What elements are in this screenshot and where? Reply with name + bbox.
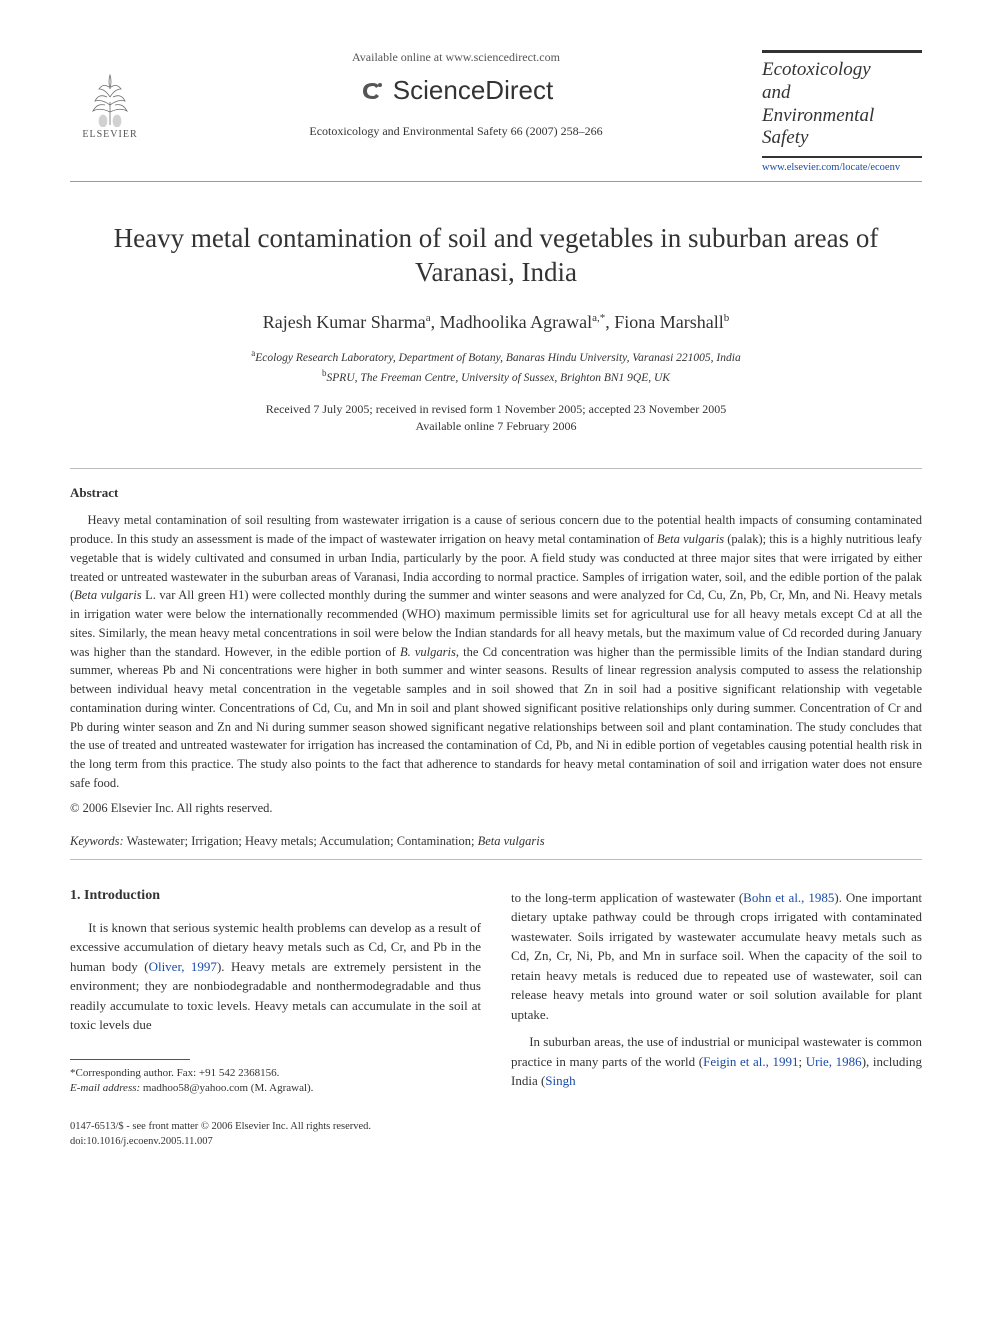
sciencedirect-text: ScienceDirect bbox=[393, 75, 553, 106]
journal-link[interactable]: www.elsevier.com/locate/ecoenv bbox=[762, 162, 922, 173]
intro-col2-p2: In suburban areas, the use of industrial… bbox=[511, 1032, 922, 1091]
email-value: madhoo58@yahoo.com (M. Agrawal). bbox=[143, 1082, 314, 1094]
abstract-body: Heavy metal contamination of soil result… bbox=[70, 511, 922, 792]
right-column: to the long-term application of wastewat… bbox=[511, 888, 922, 1097]
left-column: 1. Introduction It is known that serious… bbox=[70, 888, 481, 1097]
intro-col1-p1: It is known that serious systemic health… bbox=[70, 918, 481, 1035]
email-footnote: E-mail address: madhoo58@yahoo.com (M. A… bbox=[70, 1081, 481, 1096]
intro-col2-p1: to the long-term application of wastewat… bbox=[511, 888, 922, 1025]
affiliation-a: Ecology Research Laboratory, Department … bbox=[255, 352, 740, 364]
journal-name-line1: Ecotoxicology bbox=[762, 59, 871, 80]
center-header: Available online at www.sciencedirect.co… bbox=[150, 50, 762, 139]
journal-name-line4: Safety bbox=[762, 127, 808, 148]
elsevier-tree-icon bbox=[75, 67, 145, 127]
abstract-copyright: © 2006 Elsevier Inc. All rights reserved… bbox=[70, 801, 922, 816]
keywords-label: Keywords: bbox=[70, 834, 124, 848]
journal-name-line2: and bbox=[762, 82, 791, 103]
article-dates: Received 7 July 2005; received in revise… bbox=[70, 401, 922, 435]
corresponding-author-footnote: *Corresponding author. Fax: +91 542 2368… bbox=[70, 1066, 481, 1081]
elsevier-logo: ELSEVIER bbox=[70, 50, 150, 140]
keywords-bottom-rule bbox=[70, 859, 922, 860]
footer-line1: 0147-6513/$ - see front matter © 2006 El… bbox=[70, 1121, 371, 1132]
dates-line1: Received 7 July 2005; received in revise… bbox=[266, 402, 727, 416]
footnote-rule bbox=[70, 1059, 190, 1060]
journal-name: Ecotoxicology and Environmental Safety bbox=[762, 59, 922, 150]
keywords-text: Wastewater; Irrigation; Heavy metals; Ac… bbox=[127, 834, 545, 848]
keywords: Keywords: Wastewater; Irrigation; Heavy … bbox=[70, 834, 922, 849]
sciencedirect-icon bbox=[359, 77, 387, 105]
dates-line2: Available online 7 February 2006 bbox=[415, 419, 576, 433]
page-footer: 0147-6513/$ - see front matter © 2006 El… bbox=[70, 1120, 922, 1149]
affiliations: aEcology Research Laboratory, Department… bbox=[70, 347, 922, 387]
authors: Rajesh Kumar Sharmaa, Madhoolika Agrawal… bbox=[70, 312, 922, 333]
top-rule bbox=[70, 181, 922, 182]
publisher-name: ELSEVIER bbox=[82, 129, 137, 140]
journal-name-line3: Environmental bbox=[762, 105, 874, 126]
footer-line2: doi:10.1016/j.ecoenv.2005.11.007 bbox=[70, 1136, 213, 1147]
available-online-text: Available online at www.sciencedirect.co… bbox=[160, 50, 752, 65]
abstract-top-rule bbox=[70, 468, 922, 469]
intro-heading: 1. Introduction bbox=[70, 888, 481, 904]
journal-reference: Ecotoxicology and Environmental Safety 6… bbox=[160, 124, 752, 139]
article-title: Heavy metal contamination of soil and ve… bbox=[70, 222, 922, 290]
header-row: ELSEVIER Available online at www.science… bbox=[70, 50, 922, 173]
email-label: E-mail address: bbox=[70, 1082, 140, 1094]
abstract-heading: Abstract bbox=[70, 485, 922, 501]
sciencedirect-brand: ScienceDirect bbox=[160, 75, 752, 106]
two-column-body: 1. Introduction It is known that serious… bbox=[70, 888, 922, 1097]
journal-rule bbox=[762, 156, 922, 158]
affiliation-b: SPRU, The Freeman Centre, University of … bbox=[327, 372, 670, 384]
journal-box: Ecotoxicology and Environmental Safety w… bbox=[762, 50, 922, 173]
